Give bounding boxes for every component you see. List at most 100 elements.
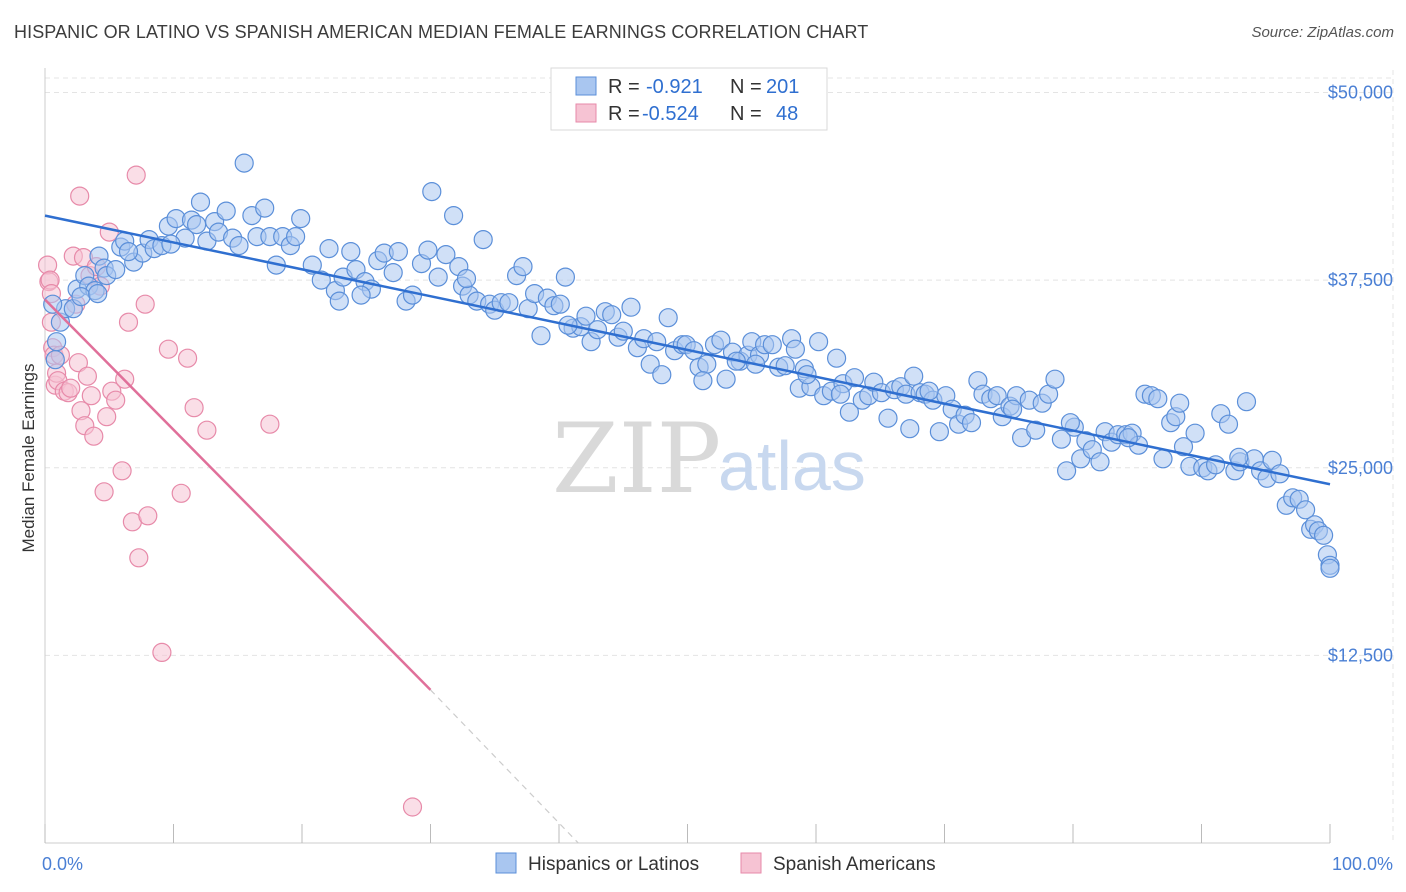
- hispanics-point-34: [255, 198, 275, 218]
- hispanics-point-40: [291, 209, 311, 229]
- hispanics-point-172: [1153, 449, 1173, 469]
- hispanics-point-177: [1185, 423, 1205, 443]
- watermark: ZIP atlas: [552, 403, 866, 515]
- y-tick-label-3: $50,000: [1328, 83, 1393, 103]
- hispanics-point-24: [190, 192, 211, 212]
- spanish-americans-point-28: [97, 407, 117, 427]
- spanish-americans-point-36: [126, 165, 146, 185]
- hispanics-point-101: [697, 354, 717, 374]
- spanish-americans-point-46: [260, 414, 280, 434]
- watermark-atlas: atlas: [718, 427, 866, 505]
- hispanics-point-207: [351, 285, 371, 305]
- hispanics-point-182: [1218, 414, 1239, 434]
- spanish-americans-point-44: [184, 398, 204, 418]
- hispanics-point-152: [1026, 420, 1046, 440]
- hispanics-point-72: [513, 257, 533, 277]
- x-tick-label-1: 100.0%: [1332, 854, 1393, 874]
- watermark-zip: ZIP: [552, 403, 721, 515]
- hispanics-point-95: [658, 308, 678, 328]
- spanish-americans-point-37: [129, 548, 149, 568]
- hispanics-point-212: [919, 381, 939, 401]
- stats-legend-box: [550, 67, 828, 131]
- chart-title: HISPANIC OR LATINO VS SPANISH AMERICAN M…: [14, 22, 869, 42]
- spanish-americans-point-23: [81, 386, 101, 406]
- spanish-americans-point-40: [152, 642, 172, 663]
- hispanics-point-43: [319, 239, 339, 259]
- series-legend-swatch-hispanics: [495, 852, 517, 874]
- hispanics-point-28: [216, 201, 236, 221]
- hispanics-point-215: [1320, 558, 1340, 578]
- hispanics-point-185: [1236, 392, 1257, 412]
- hispanics-point-39: [286, 227, 306, 247]
- hispanics-point-155: [1045, 369, 1065, 389]
- series-legend: Hispanics or Latinos Spanish Americans: [495, 852, 936, 875]
- hispanics-point-204: [118, 242, 139, 262]
- spanish-americans-point-43: [178, 348, 198, 368]
- hispanics-point-30: [229, 236, 249, 256]
- hispanics-point-129: [878, 408, 898, 428]
- y-tick-label-0: $12,500: [1328, 645, 1393, 665]
- hispanics-point-118: [808, 332, 829, 352]
- hispanics-point-146: [987, 386, 1007, 406]
- series-legend-label-hispanics: Hispanics or Latinos: [528, 854, 699, 875]
- hispanics-point-59: [428, 267, 448, 287]
- spanish-americans-point-47: [402, 797, 423, 817]
- hispanics-point-213: [1060, 413, 1081, 433]
- spanish-americans-point-13: [61, 378, 81, 398]
- hispanics-point-58: [422, 182, 442, 202]
- series-legend-swatch-spanish-americans: [740, 852, 762, 874]
- spanish-americans-point-24: [84, 426, 104, 446]
- series-legend-label-spanish-americans: Spanish Americans: [773, 854, 936, 875]
- stats-legend-n-label-1: N =: [730, 76, 762, 98]
- hispanics-point-89: [621, 297, 641, 317]
- hispanics-point-60: [436, 245, 456, 265]
- spanish-americans-point-27: [94, 482, 114, 502]
- hispanics-point-203: [88, 284, 108, 304]
- hispanics-point-224: [1170, 393, 1190, 413]
- stats-legend-n-value-2: 48: [776, 103, 798, 125]
- hispanics-point-104: [716, 369, 736, 389]
- y-tick-label-1: $25,000: [1328, 458, 1393, 478]
- stats-legend-r-value-1: -0.921: [646, 76, 703, 98]
- hispanics-point-142: [961, 413, 982, 433]
- grid-lines: [45, 70, 1394, 843]
- hispanics-point-218: [900, 419, 920, 439]
- hispanics-point-201: [43, 294, 63, 314]
- trend-lines: [44, 214, 1331, 844]
- axes: [44, 68, 1331, 844]
- y-tick-label-2: $37,500: [1328, 270, 1393, 290]
- stats-legend-r-value-2: -0.524: [642, 103, 699, 125]
- series-spanish-americans-points: [37, 165, 423, 817]
- hispanics-point-1: [46, 332, 67, 352]
- hispanics-point-123: [839, 402, 860, 422]
- hispanics-point-86: [602, 305, 622, 325]
- stats-legend-r-label-2: R =: [608, 103, 640, 125]
- hispanics-point-121: [826, 348, 847, 368]
- spanish-americans-point-41: [158, 339, 178, 359]
- spanish-americans-point-42: [171, 483, 191, 503]
- stats-legend-swatch-blue: [575, 76, 597, 96]
- source-label: Source: ZipAtlas.com: [1251, 24, 1394, 41]
- hispanics-point-223: [785, 339, 806, 359]
- hispanics-point-103: [711, 330, 731, 350]
- hispanics-point-222: [456, 269, 477, 289]
- spanish-americans-point-16: [68, 353, 89, 373]
- spanish-americans-point-39: [138, 506, 158, 526]
- hispanics-point-31: [234, 153, 254, 173]
- stats-legend-swatch-pink: [575, 103, 597, 123]
- hispanics-point-202: [71, 287, 91, 307]
- hispanics-point-66: [473, 230, 493, 250]
- hispanics-point-175: [1173, 437, 1194, 457]
- hispanics-point-70: [499, 293, 519, 313]
- hispanics-point-221: [187, 215, 207, 235]
- hispanics-point-206: [329, 291, 349, 311]
- hispanics-point-61: [444, 206, 464, 226]
- hispanics-point-216: [693, 371, 713, 391]
- hispanics-point-111: [762, 335, 782, 355]
- stats-legend-n-value-1: 201: [766, 76, 799, 98]
- hispanics-point-79: [555, 267, 576, 287]
- hispanics-point-75: [531, 326, 551, 346]
- spanish-americans-point-21: [77, 366, 98, 386]
- hispanics-point-157: [1056, 461, 1077, 481]
- trend-line-hispanics: [44, 214, 1331, 486]
